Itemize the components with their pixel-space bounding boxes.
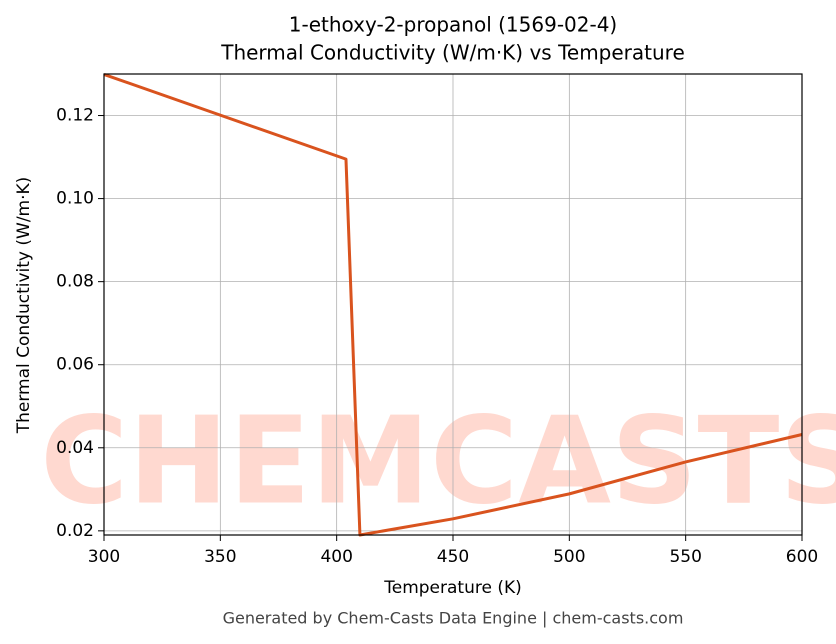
y-tick-label: 0.04	[56, 438, 94, 458]
plot-frame	[103, 73, 803, 536]
x-tick-label: 350	[204, 547, 236, 567]
x-tick-label: 500	[553, 547, 585, 567]
y-axis-label: Thermal Conductivity (W/m·K)	[14, 177, 34, 435]
footer: Generated by Chem-Casts Data Engine | ch…	[223, 609, 684, 628]
x-axis-label: Temperature (K)	[383, 578, 522, 598]
x-tick-label: 550	[669, 547, 701, 567]
x-tick-label: 400	[320, 547, 352, 567]
x-tick-label: 300	[88, 547, 120, 567]
y-tick-label: 0.10	[56, 189, 94, 209]
chart-subtitle: Thermal Conductivity (W/m·K) vs Temperat…	[220, 41, 685, 65]
x-tick-label: 600	[786, 547, 818, 567]
y-tick-label: 0.08	[56, 272, 94, 292]
y-tick-label: 0.06	[56, 355, 94, 375]
data-line	[103, 72, 803, 537]
y-tick-label: 0.12	[56, 106, 94, 126]
x-tick-label: 450	[437, 547, 469, 567]
watermark: CHEMCASTS	[40, 393, 836, 532]
chart-title: 1-ethoxy-2-propanol (1569-02-4)	[289, 13, 617, 37]
y-tick-label: 0.02	[56, 521, 94, 541]
